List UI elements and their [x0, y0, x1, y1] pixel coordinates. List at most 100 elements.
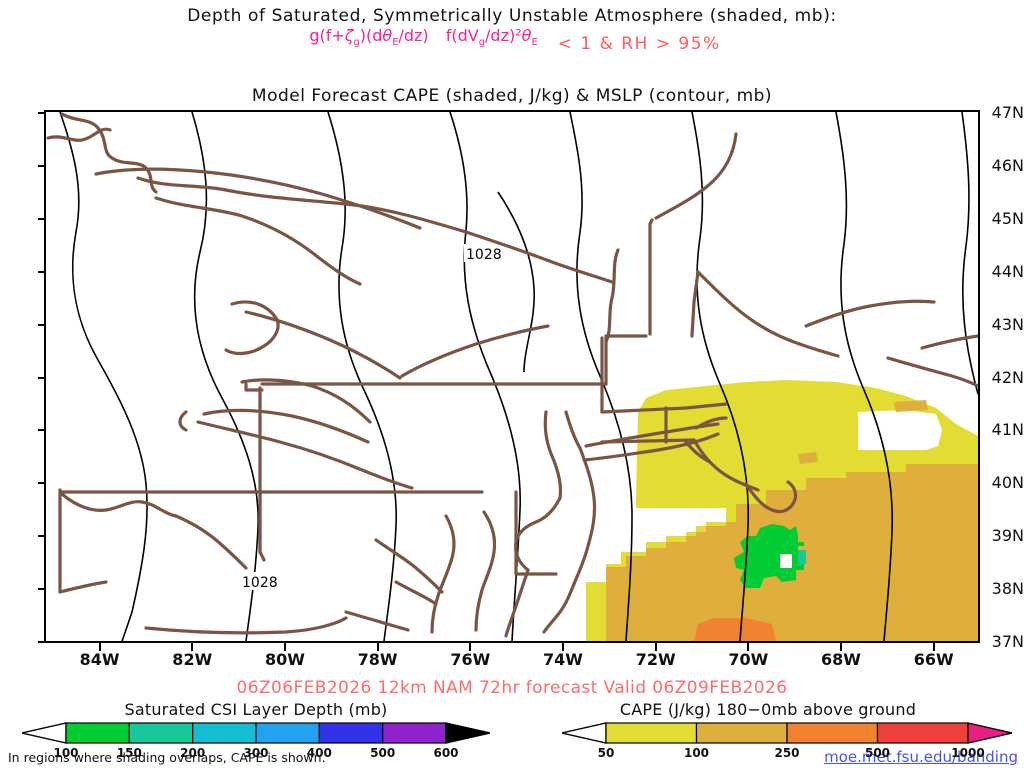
mslp-contour-9: [961, 112, 978, 395]
formula-numerator: g(f+ζg)(dθE/dz): [309, 26, 429, 49]
lat-tick-label-44N: 44N: [991, 261, 1024, 281]
cape-colorbar-segment-2: [695, 722, 788, 744]
cape-region-250-500: [694, 618, 776, 641]
coast-hudson: [564, 410, 582, 450]
coast-ontario-peninsula: [154, 196, 362, 286]
lon-tick-mark-76W: [469, 643, 472, 651]
lat-tick-label-37N: 37N: [991, 632, 1024, 651]
lat-tick-mark-45N: [38, 217, 45, 220]
cape-colorbar-tick-50: 50: [597, 746, 615, 760]
subtitle: Model Forecast CAPE (shaded, J/kg) & MSL…: [251, 86, 773, 106]
lon-tick-mark-78W: [376, 643, 379, 651]
coast-st-lawrence: [400, 324, 550, 378]
cape-white-hole: [858, 410, 942, 450]
cape-colorbar-tick-100: 100: [683, 746, 710, 760]
cape-colorbar-title: CAPE (J/kg) 180−0mb above ground: [619, 700, 917, 719]
coast-li-forks: [694, 416, 728, 430]
csi-white-gap: [780, 554, 792, 568]
lat-tick-mark-37N: [38, 641, 45, 643]
map-canvas[interactable]: 1028 1028: [44, 110, 980, 643]
mslp-label-bg-2: [240, 572, 288, 590]
coast-huron-ne-shore: [136, 176, 614, 284]
coast-erie-west-tip: [178, 410, 188, 432]
mslp-contour-8: [835, 112, 894, 641]
csi-colorbar-segment-2: [128, 722, 194, 744]
source-url-link[interactable]: moe.met.fsu.edu/banding: [824, 748, 1018, 766]
lon-tick-mark-80W: [283, 643, 286, 651]
csi-colorbar-segment-3: [192, 722, 257, 744]
lon-tick-mark-70W: [747, 643, 750, 651]
coast-nj-east: [572, 446, 597, 586]
coast-lake-huron-north: [60, 112, 158, 194]
coast-lake-erie-south: [196, 420, 414, 490]
coast-huron-inner: [94, 167, 422, 230]
lat-tick-mark-38N: [38, 588, 45, 591]
cape-speckle-1: [894, 400, 928, 412]
coast-va-south: [144, 616, 348, 635]
coast-ontario-south: [240, 378, 372, 424]
coast-chesapeake-east: [474, 510, 497, 632]
coast-ns-inner: [920, 334, 978, 350]
cape-colorbar-segment-1: [605, 722, 698, 744]
lat-tick-mark-46N: [38, 164, 45, 167]
cape-colorbar-tick-1000: 1000: [951, 746, 985, 760]
coast-lake-ontario: [224, 300, 280, 356]
lon-tick-label-74W: 74W: [543, 650, 583, 669]
csi-colorbar-segment-6: [382, 722, 447, 744]
coast-delaware-bay: [514, 496, 562, 572]
lon-tick-label-68W: 68W: [821, 650, 861, 669]
forecast-valid-line: 06Z06FEB2026 12km NAM 72hr forecast Vali…: [236, 678, 788, 698]
lon-tick-mark-68W: [839, 643, 842, 651]
mslp-contour-5: [497, 191, 536, 373]
mslp-contour-4: [449, 112, 522, 641]
border-md-pa-west: [60, 492, 178, 518]
coast-lake-erie-north: [202, 408, 370, 444]
lon-tick-label-66W: 66W: [913, 650, 954, 669]
lon-tick-mark-74W: [561, 643, 564, 651]
csi-colorbar-svg: [22, 722, 490, 744]
csi-colorbar[interactable]: [22, 722, 490, 744]
csi-colorbar-high-tip: [445, 722, 490, 744]
lat-tick-mark-40N: [38, 482, 45, 485]
lat-tick-label-38N: 38N: [991, 579, 1024, 599]
csi-colorbar-tick-100: 100: [53, 746, 79, 760]
coast-potomac-upper: [174, 514, 248, 570]
csi-colorbar-title: Saturated CSI Layer Depth (mb): [124, 700, 388, 719]
coast-james: [344, 610, 410, 632]
csi-region-100-150: [734, 524, 804, 588]
border-ny-pa: [244, 382, 264, 392]
mslp-label-bg-1: [464, 244, 510, 262]
cape-colorbar-high-tip: [967, 722, 1012, 744]
mslp-contour-1: [59, 112, 148, 641]
cape-colorbar-svg: [562, 722, 1012, 744]
mslp-contour-6: [569, 112, 633, 641]
coast-georgian-bay: [46, 127, 112, 142]
mslp-contour-label-1: 1028: [466, 247, 502, 263]
mslp-contour-7: [691, 112, 750, 641]
lat-tick-mark-47N: [38, 112, 45, 114]
lon-tick-label-82W: 82W: [172, 650, 213, 669]
lat-tick-label-41N: 41N: [991, 420, 1024, 440]
csi-colorbar-segment-4: [255, 722, 320, 744]
lon-tick-label-72W: 72W: [635, 650, 676, 669]
csi-formula-fraction: g(f+ζg)(dθE/dz) f(dVg/dz)²θE: [303, 26, 543, 49]
coast-chesapeake-west: [430, 514, 456, 634]
cape-colorbar-tick-250: 250: [774, 746, 800, 760]
csi-colorbar-tick-600: 600: [433, 746, 459, 760]
lon-tick-label-80W: 80W: [264, 650, 305, 669]
csi-colorbar-segment-5: [318, 722, 384, 744]
formula-condition: < 1 & RH > 95%: [557, 34, 721, 55]
lon-tick-label-84W: 84W: [79, 650, 120, 669]
csi-colorbar-low-tip: [22, 722, 67, 744]
coast-bay-of-fundy: [804, 299, 936, 328]
overlap-note: In regions where shading overlaps, CAPE …: [8, 750, 326, 765]
border-vt-nh: [648, 218, 654, 336]
csi-colorbar-segment-1: [65, 722, 130, 744]
coast-ontario-n-shore: [244, 310, 402, 380]
lat-tick-mark-44N: [38, 270, 45, 273]
border-nh-me: [690, 270, 700, 338]
cape-colorbar[interactable]: [562, 722, 1012, 744]
lat-tick-mark-39N: [38, 535, 45, 538]
border-ma-ct-line: [600, 402, 728, 414]
lat-tick-label-45N: 45N: [991, 208, 1024, 228]
